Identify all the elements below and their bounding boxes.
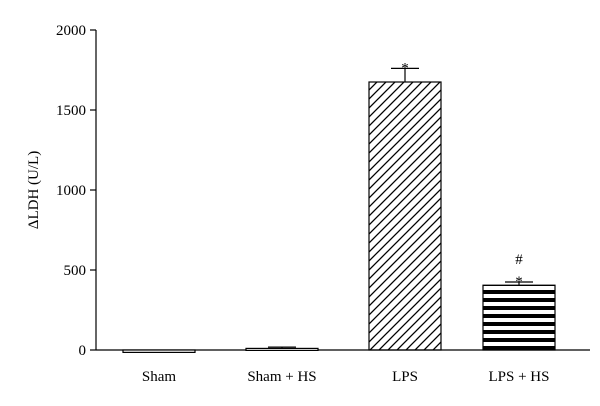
y-tick-label: 0 bbox=[79, 343, 87, 359]
x-category-label: Sham bbox=[142, 369, 177, 385]
bar bbox=[482, 284, 556, 351]
significance-marker: * bbox=[401, 60, 409, 76]
bar bbox=[368, 81, 442, 351]
x-category-label: Sham + HS bbox=[247, 369, 316, 385]
significance-marker: # bbox=[515, 252, 523, 268]
x-category-label: LPS bbox=[392, 369, 418, 385]
y-tick-label: 500 bbox=[64, 263, 87, 279]
plot-area: 0 500 1000 1500 2000 Sham Sham + HS LPS LPS + HS… bbox=[56, 23, 590, 385]
bar bbox=[245, 347, 319, 351]
y-axis-title: ΔLDH (U/L) bbox=[26, 151, 42, 229]
y-tick-label: 2000 bbox=[56, 23, 86, 39]
significance-marker: * bbox=[515, 274, 523, 290]
y-tick-label: 1500 bbox=[56, 103, 86, 119]
x-category-label: LPS + HS bbox=[489, 369, 550, 385]
bar bbox=[122, 349, 196, 353]
y-tick-label: 1000 bbox=[56, 183, 86, 199]
